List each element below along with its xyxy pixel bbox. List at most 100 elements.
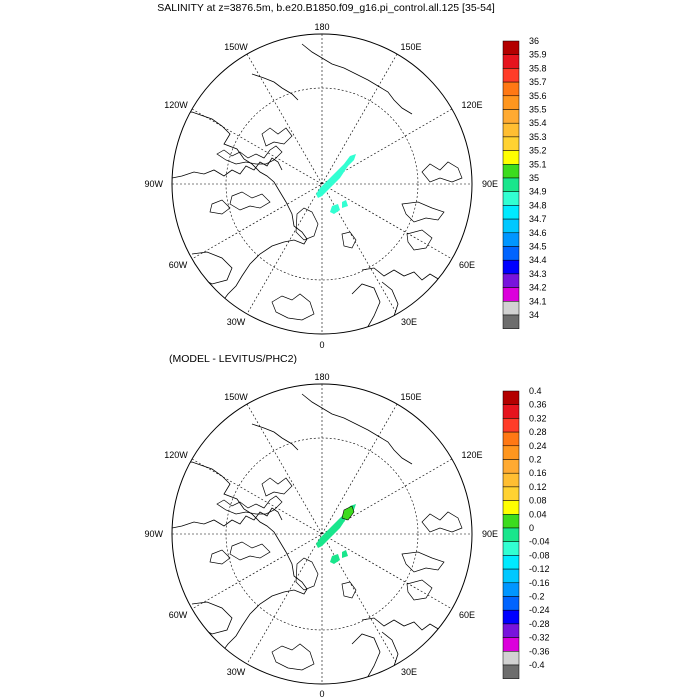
- colorbar-swatch: [502, 651, 520, 666]
- colorbar-tick-label: 35: [529, 173, 539, 183]
- colorbar-tick-label: 35.9: [529, 50, 547, 60]
- panel2-title: (MODEL - LEVITUS/PHC2): [169, 353, 297, 365]
- colorbar-tick-label: 0.4: [529, 386, 542, 396]
- colorbar-swatch: [502, 568, 520, 584]
- colorbar-tick-label: -0.4: [529, 660, 545, 670]
- colorbar-tick-label: 0.08: [529, 496, 547, 506]
- colorbar-swatch: [502, 54, 520, 69]
- map1-label-60e: 60E: [459, 260, 475, 270]
- polar-map-top: [171, 33, 473, 335]
- colorbar-swatch: [502, 609, 520, 625]
- map1-label-120w: 120W: [164, 100, 188, 110]
- map1-label-60w: 60W: [169, 260, 188, 270]
- map1-label-30e: 30E: [401, 317, 417, 327]
- map2-label-150w: 150W: [224, 392, 248, 402]
- colorbar-tick-label: 0.04: [529, 509, 547, 519]
- colorbar-swatch: [502, 582, 520, 597]
- colorbar-tick-label: 0.36: [529, 400, 547, 410]
- map2-label-60e: 60E: [459, 610, 475, 620]
- colorbar-swatch: [502, 314, 520, 329]
- colorbar-tick-label: 36: [529, 36, 539, 46]
- colorbar-tick-label: 34.7: [529, 214, 547, 224]
- map2-label-60w: 60W: [169, 610, 188, 620]
- panel1-title: SALINITY at z=3876.5m, b.e20.B1850.f09_g…: [157, 2, 495, 14]
- colorbar-tick-label: 34.9: [529, 187, 547, 197]
- map1-label-90e: 90E: [482, 179, 498, 189]
- map2-label-0: 0: [319, 689, 324, 699]
- colorbar-tick-label: 34.5: [529, 242, 547, 252]
- colorbar-swatch: [502, 527, 520, 542]
- colorbar-tick-label: 0.12: [529, 482, 547, 492]
- colorbar-swatch: [502, 431, 520, 447]
- map1-label-150w: 150W: [224, 42, 248, 52]
- colorbar-tick-label: -0.04: [529, 537, 550, 547]
- colorbar-swatch: [502, 664, 520, 679]
- colorbar-swatch: [502, 287, 520, 302]
- colorbar-tick-label: 34.4: [529, 255, 547, 265]
- colorbar-tick-label: 34: [529, 310, 539, 320]
- colorbar-swatch: [502, 177, 520, 192]
- colorbar-tick-label: 34.6: [529, 228, 547, 238]
- map1-label-90w: 90W: [144, 179, 163, 189]
- map1-label-0: 0: [319, 340, 324, 350]
- colorbar-tick-label: 34.2: [529, 283, 547, 293]
- colorbar-swatch: [502, 459, 520, 474]
- colorbar-swatch: [502, 109, 520, 124]
- colorbar-swatch: [502, 122, 520, 138]
- colorbar-swatch: [502, 390, 520, 405]
- colorbar-tick-label: 35.3: [529, 132, 547, 142]
- colorbar-tick-label: -0.08: [529, 550, 550, 560]
- colorbar-top: 36 35.9 35.8 35.7 35.6 35.5 35.4 35.3 35.2 35.1 35…: [502, 36, 547, 329]
- colorbar-swatch: [502, 472, 520, 488]
- colorbar-tick-label: 35.6: [529, 91, 547, 101]
- colorbar-tick-label: 0.24: [529, 441, 547, 451]
- colorbar-tick-label: 35.4: [529, 118, 547, 128]
- colorbar-swatch: [502, 246, 520, 261]
- colorbar-swatch: [502, 404, 520, 419]
- colorbar-swatch: [502, 500, 520, 515]
- colorbar-tick-label: 0.32: [529, 413, 547, 423]
- colorbar-swatch: [502, 218, 520, 234]
- colorbar-swatch: [502, 95, 520, 110]
- colorbar-swatch: [502, 164, 520, 179]
- colorbar-tick-label: -0.2: [529, 592, 545, 602]
- colorbar-tick-label: 0.2: [529, 455, 542, 465]
- colorbar-tick-label: 0.28: [529, 427, 547, 437]
- colorbar-swatch: [502, 541, 520, 556]
- colorbar-tick-label: 35.5: [529, 105, 547, 115]
- polar-map-bottom: [171, 383, 473, 685]
- colorbar-tick-label: -0.12: [529, 564, 550, 574]
- map2-label-150e: 150E: [400, 392, 421, 402]
- map1-label-150e: 150E: [400, 42, 421, 52]
- colorbar-swatch: [502, 68, 520, 83]
- meridian-lines: [172, 384, 472, 684]
- colorbar-swatch: [502, 205, 520, 220]
- map1-label-180: 180: [314, 22, 329, 32]
- colorbar-swatch: [502, 301, 520, 316]
- colorbar-swatch: [502, 445, 520, 460]
- colorbar-tick-label: 0: [529, 523, 534, 533]
- colorbar-swatch: [502, 259, 520, 275]
- map2-label-180: 180: [314, 372, 329, 382]
- colorbar-swatch: [502, 623, 520, 638]
- colorbar-tick-label: 34.8: [529, 200, 547, 210]
- colorbar-tick-label: 35.8: [529, 63, 547, 73]
- map1-label-120e: 120E: [461, 100, 482, 110]
- colorbar-tick-label: -0.32: [529, 633, 550, 643]
- meridian-lines: [172, 34, 472, 334]
- colorbar-tick-label: -0.24: [529, 605, 550, 615]
- colorbar-swatch: [502, 136, 520, 151]
- colorbar-tick-label: 35.7: [529, 77, 547, 87]
- map2-label-90e: 90E: [482, 529, 498, 539]
- colorbar-tick-label: 0.16: [529, 468, 547, 478]
- map2-label-120w: 120W: [164, 450, 188, 460]
- colorbar-tick-label: -0.36: [529, 646, 550, 656]
- colorbar-swatch: [502, 150, 520, 165]
- colorbar-tick-label: 35.2: [529, 146, 547, 156]
- map2-label-30e: 30E: [401, 667, 417, 677]
- colorbar-tick-label: 35.1: [529, 159, 547, 169]
- colorbar-swatch: [502, 418, 520, 433]
- colorbar-swatch: [502, 40, 520, 55]
- salinity-difference-feature: [316, 504, 356, 564]
